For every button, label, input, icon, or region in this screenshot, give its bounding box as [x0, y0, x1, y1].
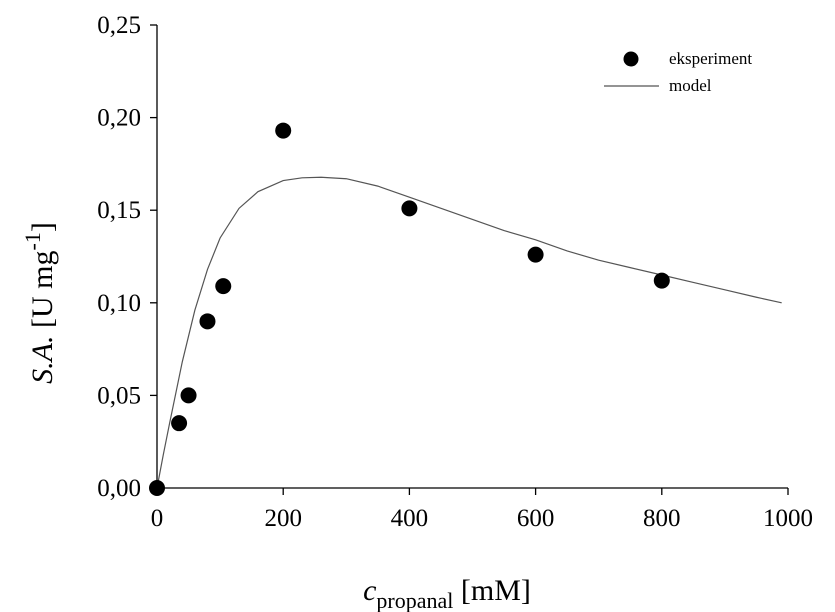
model-curve-layer [156, 176, 782, 489]
y-tick-label: 0,25 [97, 12, 141, 39]
data-point-eksperiment [215, 278, 232, 295]
legend: eksperiment model [604, 49, 752, 95]
data-point-eksperiment [275, 122, 292, 139]
y-tick-label: 0,15 [97, 197, 141, 224]
x-axis-title: cpropanal [mM] [363, 574, 531, 612]
data-point-eksperiment [527, 246, 544, 263]
x-tick-label: 400 [391, 505, 429, 532]
model-curve [156, 176, 782, 489]
data-point-eksperiment [171, 415, 188, 432]
data-point-eksperiment [149, 480, 165, 496]
y-tick-label: 0,20 [97, 105, 141, 132]
plot-frame [156, 25, 788, 489]
legend-marker-eksperiment [623, 51, 639, 67]
x-tick-label: 1000 [763, 505, 813, 532]
experiment-markers-layer [149, 122, 670, 496]
data-point-eksperiment [199, 313, 216, 330]
legend-label-model: model [669, 76, 712, 95]
y-tick-label: 0,00 [97, 475, 141, 502]
y-axis-ticks: 0,00 0,05 0,10 0,15 0,20 0,25 [97, 12, 157, 502]
x-tick-label: 800 [643, 505, 681, 532]
data-point-eksperiment [401, 200, 418, 217]
data-point-eksperiment [653, 272, 670, 289]
x-axis-ticks: 0 200 400 600 800 1000 [151, 488, 813, 532]
y-axis-title: S.A. [U mg-1] [20, 222, 59, 384]
x-tick-label: 200 [264, 505, 302, 532]
x-tick-label: 0 [151, 505, 164, 532]
x-tick-label: 600 [517, 505, 555, 532]
y-tick-label: 0,05 [97, 382, 141, 409]
legend-label-eksperiment: eksperiment [669, 49, 752, 68]
y-tick-label: 0,10 [97, 290, 141, 317]
data-point-eksperiment [180, 387, 197, 404]
